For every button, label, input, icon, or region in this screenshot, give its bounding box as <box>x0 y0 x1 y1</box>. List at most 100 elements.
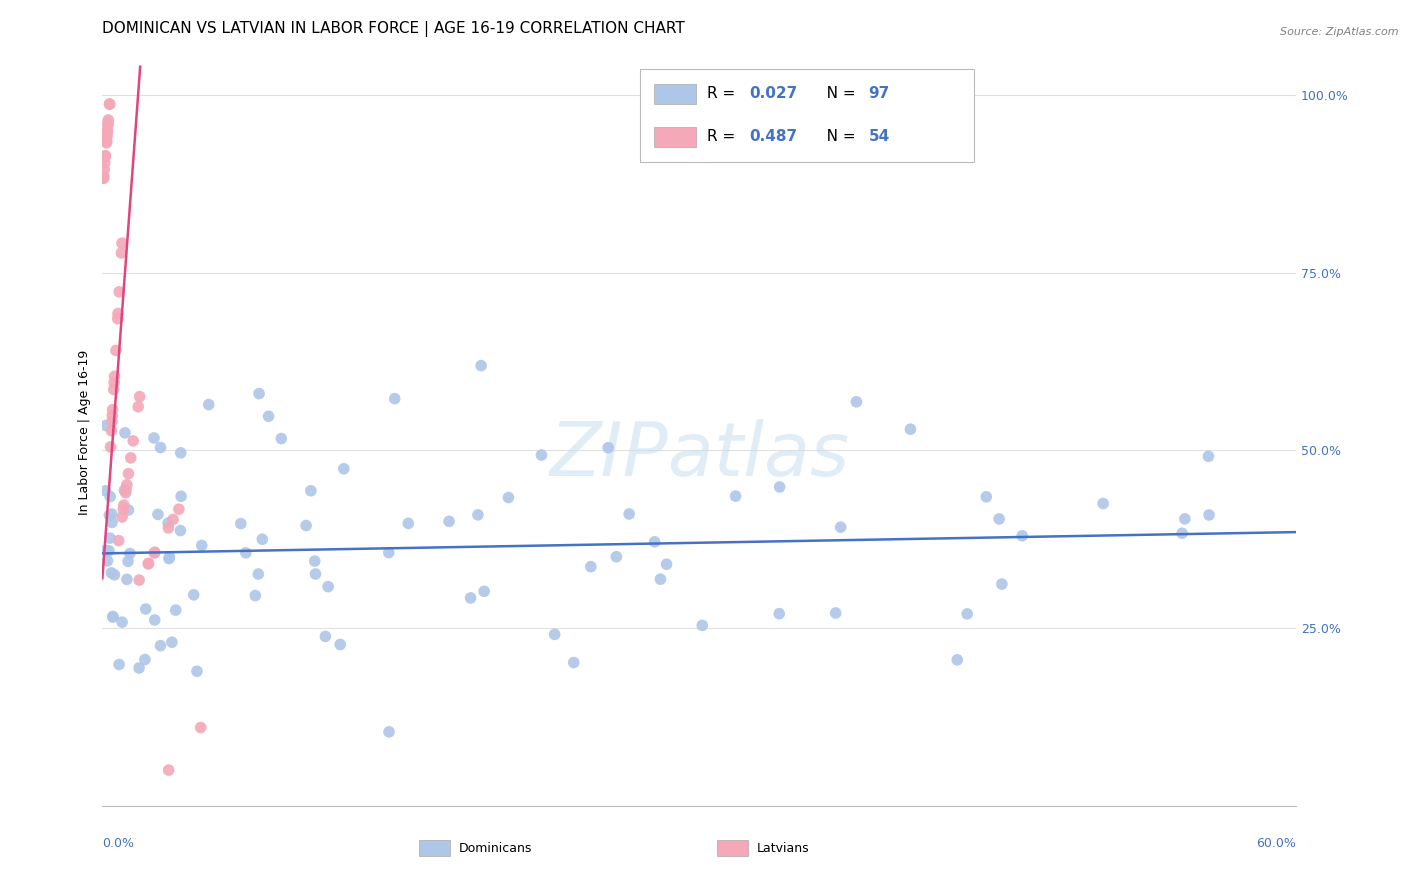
Point <box>562 656 585 670</box>
Point <box>94 150 117 164</box>
Point <box>96 127 118 141</box>
Point <box>101 610 124 624</box>
Point <box>190 538 212 552</box>
Point <box>111 236 134 251</box>
Point <box>93 169 115 183</box>
Point <box>96 126 118 140</box>
Point <box>98 97 121 112</box>
Point <box>143 545 166 559</box>
Point <box>314 629 336 643</box>
Point <box>830 520 852 534</box>
Point <box>94 148 117 162</box>
Point <box>229 516 252 531</box>
Point <box>107 311 129 326</box>
Text: 0.0%: 0.0% <box>103 837 135 850</box>
Point <box>235 546 257 560</box>
Point <box>134 652 156 666</box>
Point <box>824 606 846 620</box>
Point <box>108 285 131 299</box>
Point <box>988 512 1011 526</box>
Point <box>270 432 292 446</box>
Point <box>396 516 419 531</box>
Point <box>157 516 180 530</box>
Point <box>295 518 318 533</box>
Text: 0.487: 0.487 <box>749 129 797 145</box>
Point <box>304 554 326 568</box>
Point <box>115 483 138 497</box>
Point <box>167 502 190 516</box>
Point <box>97 113 120 128</box>
Point <box>946 653 969 667</box>
Point <box>1171 526 1194 541</box>
Point <box>100 507 122 521</box>
Point <box>112 502 135 516</box>
Point <box>103 567 125 582</box>
Point <box>170 489 193 503</box>
Text: Dominicans: Dominicans <box>458 842 531 855</box>
Point <box>112 483 135 498</box>
Point <box>146 508 169 522</box>
Point <box>101 414 124 428</box>
Point <box>162 512 184 526</box>
Point <box>101 409 124 423</box>
Point <box>115 477 138 491</box>
Point <box>1197 450 1219 464</box>
Point <box>96 129 118 144</box>
Point <box>117 467 139 481</box>
Point <box>378 546 401 560</box>
Point <box>96 135 118 149</box>
Point <box>94 543 117 558</box>
Point <box>304 566 326 581</box>
Point <box>169 524 191 538</box>
Point <box>165 603 187 617</box>
Text: R =: R = <box>707 129 740 145</box>
Text: R =: R = <box>707 87 740 102</box>
Point <box>114 425 136 440</box>
Point <box>299 483 322 498</box>
Point <box>107 533 129 548</box>
Point <box>170 446 193 460</box>
Point <box>100 424 122 438</box>
Point <box>724 489 747 503</box>
Point <box>117 554 139 568</box>
Point <box>120 450 142 465</box>
Point <box>186 665 208 679</box>
Point <box>974 490 997 504</box>
Text: N =: N = <box>813 87 860 102</box>
Point <box>143 431 166 445</box>
Point <box>96 136 118 150</box>
Point <box>650 572 672 586</box>
Text: 60.0%: 60.0% <box>1256 837 1296 850</box>
Point <box>93 170 115 185</box>
Point <box>128 573 150 587</box>
Text: 97: 97 <box>869 87 890 102</box>
Point <box>437 514 460 528</box>
Point <box>991 577 1014 591</box>
Point <box>98 490 121 504</box>
Point <box>100 440 122 454</box>
Point <box>498 491 520 505</box>
Point <box>98 543 121 558</box>
Point <box>138 556 160 570</box>
Point <box>103 369 125 384</box>
Point <box>103 383 125 397</box>
Y-axis label: In Labor Force | Age 16-19: In Labor Force | Age 16-19 <box>79 350 91 516</box>
Point <box>111 615 134 629</box>
Point <box>470 359 492 373</box>
Point <box>655 558 678 572</box>
Point <box>108 657 131 672</box>
Point <box>94 418 117 433</box>
Point <box>117 503 139 517</box>
Point <box>96 123 118 137</box>
Point <box>769 480 792 494</box>
Point <box>690 618 713 632</box>
Point <box>467 508 489 522</box>
Text: 54: 54 <box>869 129 890 145</box>
Point <box>617 507 640 521</box>
Point <box>543 627 565 641</box>
Point <box>605 549 627 564</box>
Point <box>104 343 127 358</box>
Point <box>97 116 120 130</box>
Point <box>97 118 120 132</box>
Point <box>644 534 666 549</box>
